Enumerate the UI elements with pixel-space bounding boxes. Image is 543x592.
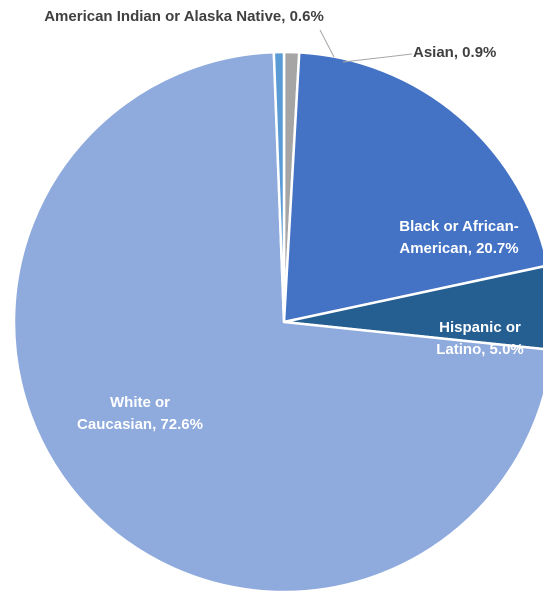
data-label-line: Hispanic or	[439, 319, 521, 336]
pie-slice-american-indian-or-alaska-native	[272, 50, 286, 324]
data-label-american-indian-or-alaska-native: American Indian or Alaska Native, 0.6%	[44, 8, 324, 25]
leader-line-asian	[342, 53, 413, 63]
data-label-line: Black or African-	[399, 218, 518, 235]
data-label-line: American Indian or Alaska Native, 0.6%	[44, 8, 324, 25]
pie-slice-black-or-african-american	[282, 51, 543, 324]
data-label-white-or-caucasian: White or Caucasian, 72.6%	[77, 394, 203, 433]
data-label-line: American, 20.7%	[399, 240, 518, 257]
data-label-black-or-african-american: Black or African- American, 20.7%	[399, 218, 518, 257]
data-label-line: White or	[110, 394, 170, 411]
data-label-line: Latino, 5.0%	[436, 341, 524, 358]
pie-slice-white-or-caucasian	[12, 50, 543, 592]
data-label-line: Caucasian, 72.6%	[77, 416, 203, 433]
leader-line-american-indian-or-alaska-native	[319, 29, 335, 58]
data-label-hispanic-or-latino: Hispanic or Latino, 5.0%	[436, 319, 524, 358]
data-label-asian: Asian, 0.9%	[413, 44, 496, 61]
data-label-line: Asian, 0.9%	[413, 44, 496, 61]
